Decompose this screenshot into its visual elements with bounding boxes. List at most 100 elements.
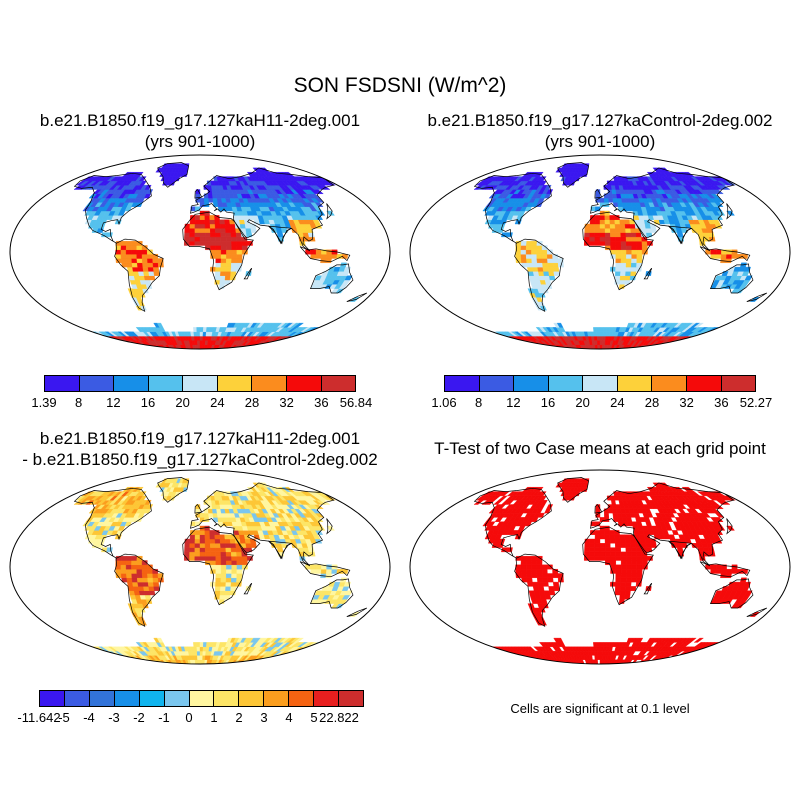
grid-cell bbox=[610, 560, 616, 565]
grid-cell bbox=[138, 271, 145, 276]
grid-cell bbox=[230, 271, 237, 276]
grid-cell bbox=[610, 547, 616, 553]
grid-cell bbox=[236, 254, 243, 259]
grid-cell bbox=[599, 331, 604, 337]
grid-cell bbox=[620, 249, 627, 255]
grid-cell bbox=[543, 275, 551, 281]
grid-cell bbox=[597, 344, 601, 349]
grid-cell bbox=[625, 232, 632, 238]
grid-cell bbox=[220, 564, 227, 570]
grid-cell bbox=[676, 340, 688, 345]
grid-cell bbox=[552, 262, 559, 268]
grid-cell bbox=[604, 530, 611, 535]
diff-colorbar-label: 1 bbox=[210, 710, 218, 725]
case1-colorbar-label: 32 bbox=[279, 395, 294, 410]
grid-cell bbox=[326, 254, 333, 259]
grid-cell bbox=[636, 564, 643, 570]
grid-cell bbox=[253, 659, 263, 664]
grid-cell bbox=[631, 556, 638, 561]
grid-cell bbox=[220, 262, 227, 268]
grid-cell bbox=[106, 547, 113, 553]
coastline-samerica bbox=[114, 238, 164, 313]
grid-cell bbox=[626, 564, 632, 570]
grid-cell bbox=[676, 232, 684, 238]
grid-cell bbox=[148, 586, 155, 591]
grid-cell bbox=[243, 219, 251, 225]
grid-cell bbox=[615, 569, 622, 574]
grid-cell bbox=[615, 236, 622, 242]
grid-cell bbox=[614, 271, 621, 276]
grid-cell bbox=[657, 344, 668, 349]
grid-cell bbox=[636, 637, 644, 643]
diff-colorbar-label: 22.822 bbox=[319, 710, 359, 725]
grid-cell bbox=[119, 344, 132, 349]
grid-cell bbox=[636, 573, 643, 578]
coastline-australia bbox=[309, 263, 354, 294]
grid-cell bbox=[584, 551, 590, 557]
grid-cell bbox=[189, 556, 196, 561]
case2-map bbox=[409, 154, 791, 350]
grid-cell bbox=[131, 245, 138, 250]
grid-cell bbox=[517, 659, 529, 664]
grid-cell bbox=[620, 232, 627, 238]
grid-cell bbox=[537, 659, 547, 664]
grid-cell bbox=[199, 331, 204, 337]
grid-cell bbox=[214, 534, 221, 540]
grid-cell bbox=[731, 254, 738, 259]
case2-colorbar-label: 12 bbox=[506, 395, 521, 410]
grid-cell bbox=[596, 650, 601, 656]
grid-cell bbox=[225, 581, 232, 587]
grid-cell bbox=[264, 659, 276, 664]
grid-cell bbox=[225, 228, 232, 233]
grid-cell bbox=[536, 560, 543, 565]
grid-cell bbox=[604, 215, 611, 220]
grid-cell bbox=[268, 659, 281, 664]
grid-cell bbox=[204, 232, 211, 238]
grid-cell bbox=[126, 262, 133, 268]
grid-cell bbox=[230, 577, 237, 583]
grid-cell bbox=[517, 344, 529, 349]
grid-cell bbox=[541, 249, 548, 255]
grid-cell bbox=[286, 340, 298, 345]
coastline-nz bbox=[346, 292, 368, 302]
grid-cell bbox=[214, 215, 220, 220]
grid-cell bbox=[194, 534, 201, 540]
grid-cell bbox=[144, 594, 152, 600]
grid-cell bbox=[620, 560, 627, 565]
grid-cell bbox=[525, 564, 532, 570]
grid-cell bbox=[556, 637, 564, 643]
grid-cell bbox=[231, 560, 238, 565]
grid-cell bbox=[662, 344, 673, 349]
grid-cell bbox=[204, 223, 211, 229]
grid-cell bbox=[615, 581, 622, 587]
case1-colorbar-box bbox=[321, 376, 356, 391]
grid-cell bbox=[641, 556, 648, 561]
case1-colorbar-box bbox=[286, 376, 322, 391]
coastline-madagascar bbox=[643, 582, 653, 595]
grid-cell bbox=[126, 241, 133, 246]
grid-cell bbox=[620, 556, 627, 561]
grid-cell bbox=[615, 573, 622, 578]
grid-cell bbox=[668, 534, 676, 540]
grid-cell bbox=[510, 344, 522, 349]
grid-cell bbox=[209, 530, 215, 535]
grid-cell bbox=[608, 197, 614, 203]
grid-cell bbox=[204, 219, 211, 225]
grid-cell bbox=[142, 262, 149, 268]
grid-cell bbox=[536, 577, 544, 583]
grid-cell bbox=[599, 232, 606, 238]
grid-cell bbox=[196, 335, 201, 341]
grid-cell bbox=[112, 655, 124, 660]
case2-colorbar-label: 1.06 bbox=[431, 395, 457, 410]
grid-cell bbox=[230, 543, 237, 548]
grid-cell bbox=[196, 327, 201, 332]
diff-colorbar-box bbox=[339, 691, 363, 706]
grid-cell bbox=[630, 262, 637, 268]
grid-cell bbox=[136, 569, 143, 574]
grid-cell bbox=[603, 193, 609, 199]
grid-cell bbox=[589, 232, 596, 238]
grid-cell bbox=[276, 232, 284, 238]
grid-cell bbox=[231, 569, 238, 574]
grid-cell bbox=[137, 581, 144, 587]
grid-cell bbox=[276, 659, 287, 664]
